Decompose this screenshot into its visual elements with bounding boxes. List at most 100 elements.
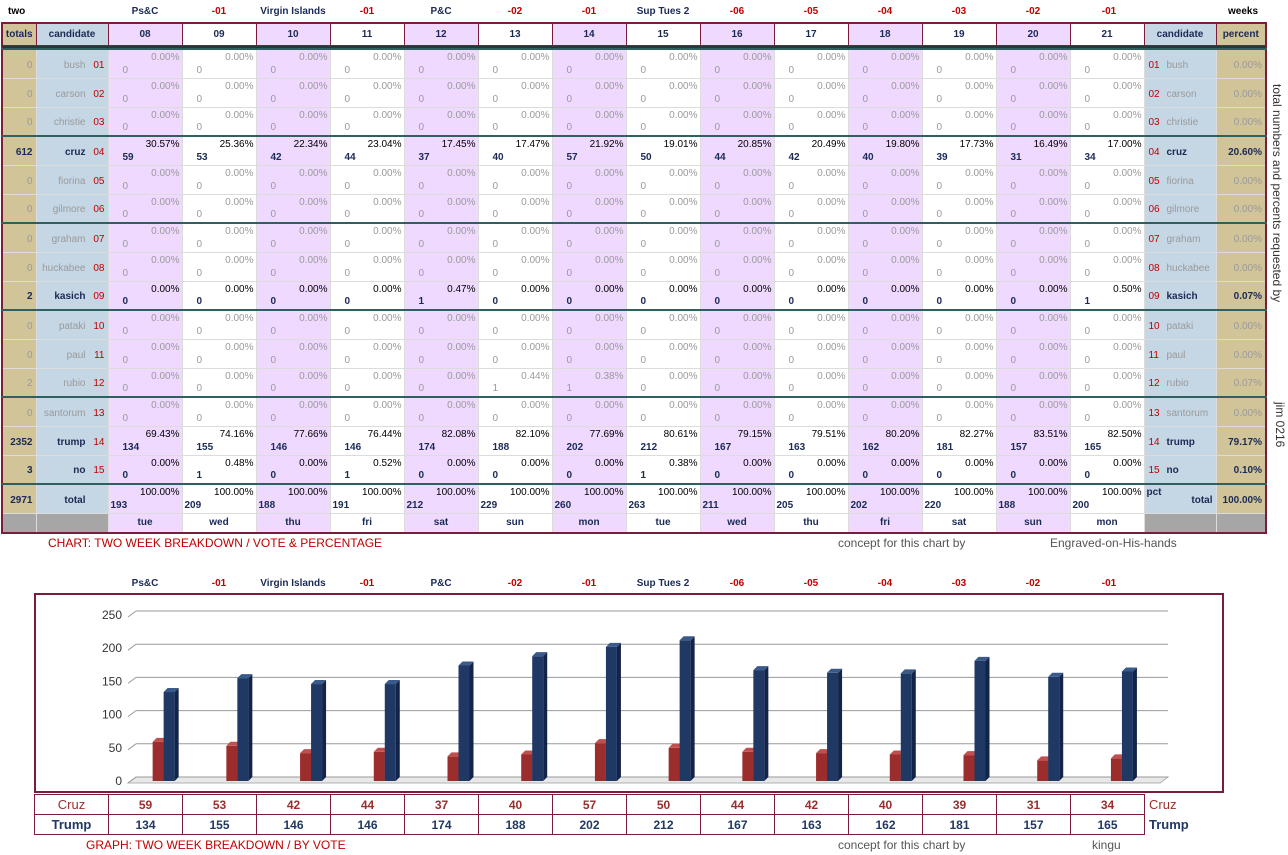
candidate-row: 0 christie 03 0.00% 0 0.00% 0 0.00% 0 0.00% 0 0.00%…: [1, 106, 1267, 137]
vote-count: 165: [1084, 441, 1102, 453]
vote-pct: 0.00%: [151, 254, 180, 266]
vote-pct: 0.00%: [299, 313, 328, 324]
vote-count: 0: [492, 412, 499, 424]
vote-pct: 0.00%: [817, 400, 846, 411]
vote-count: 0: [862, 354, 869, 366]
vote-cell: 0.00% 0: [107, 48, 183, 79]
vote-cell: 0.44% 1: [477, 367, 553, 398]
total-pct: 100.00%: [584, 487, 624, 498]
vote-count: 0: [714, 325, 721, 337]
vote-count: 0: [936, 122, 943, 133]
vote-count: 0: [936, 354, 943, 366]
vote-count: 0: [788, 209, 795, 220]
vote-pct: 0.00%: [151, 80, 180, 92]
day-label: tue: [107, 512, 183, 534]
vote-pct: 0.00%: [151, 52, 180, 63]
candidate-total: 0: [26, 175, 33, 187]
event-label: -05: [803, 6, 819, 17]
vote-count: 0: [566, 64, 573, 76]
vote-cell: 82.08% 174: [403, 425, 479, 456]
vote-cell: 0.00% 0: [181, 48, 257, 79]
vote-count: 0: [122, 296, 129, 307]
vote-count: 0: [862, 209, 869, 220]
vote-count: 0: [566, 122, 573, 133]
vote-cell: 0.00% 0: [1069, 309, 1145, 340]
candidate-percent: 0.00%: [1233, 117, 1262, 128]
event-label: -02: [1025, 6, 1041, 17]
vote-count: 0: [788, 93, 795, 105]
vote-pct: 76.44%: [367, 428, 402, 440]
candidate-name-right: trump: [1166, 436, 1195, 448]
total-pct: 100.00%: [214, 487, 254, 498]
date-header: 09: [181, 22, 257, 46]
vote-pct: 0.00%: [521, 109, 550, 121]
vote-pct: 21.92%: [589, 139, 624, 150]
vote-cell: 0.00% 0: [477, 193, 553, 224]
vote-cell: 0.00% 0: [625, 48, 701, 79]
candidate-number: 07: [93, 233, 105, 245]
vote-pct: 0.00%: [1113, 196, 1142, 208]
event-label: -01: [1101, 6, 1117, 17]
vote-count: 0: [936, 412, 943, 424]
vote-cell: 0.00% 0: [773, 48, 849, 79]
vote-cell: 0.00% 0: [921, 280, 997, 311]
candidate-number-right: 14: [1148, 436, 1160, 448]
vote-count: 0: [566, 470, 573, 481]
event-label: -01: [359, 6, 375, 17]
bar-trump: [900, 669, 916, 781]
vote-cell: 0.00% 0: [551, 396, 627, 427]
candidate-number: 13: [93, 407, 105, 419]
candidate-name: cruz: [64, 146, 86, 158]
total-count: 229: [480, 499, 498, 511]
total-count: 202: [850, 499, 868, 511]
candidate-name: carson: [55, 88, 86, 100]
vote-count: 0: [862, 238, 869, 250]
vote-count: 0: [1010, 64, 1017, 76]
vote-pct: 82.50%: [1107, 428, 1142, 440]
graph-caption: GRAPH: TWO WEEK BREAKDOWN / BY VOTE: [86, 838, 346, 852]
vote-count: 0: [270, 412, 277, 424]
vote-pct: 0.00%: [743, 52, 772, 63]
vote-count: 0: [418, 64, 425, 76]
vote-count: 0: [270, 180, 277, 192]
vote-pct: 83.51%: [1033, 428, 1068, 440]
vote-pct: 0.00%: [521, 341, 550, 353]
total-cell: 100.00% 209: [181, 483, 257, 514]
vote-cell: 0.00% 0: [995, 193, 1071, 224]
header-row: totals candidate 08 09 10 11 12 13 14 15 16 17 18 19 2…: [1, 22, 1267, 46]
vote-cell: 0.00% 0: [181, 338, 257, 369]
vote-count: 0: [788, 412, 795, 424]
event-label: P&C: [430, 578, 452, 589]
vote-pct: 80.20%: [885, 428, 920, 440]
pct-label: pct: [1146, 487, 1162, 498]
vote-count: 0: [1010, 122, 1017, 133]
day-label: sat: [403, 512, 479, 534]
total-count: 205: [776, 499, 794, 511]
vote-count: 0: [270, 93, 277, 105]
day-label: sat: [921, 512, 997, 534]
vote-pct: 0.00%: [225, 254, 254, 266]
vote-pct: 0.00%: [151, 341, 180, 353]
vote-pct: 0.00%: [373, 283, 402, 295]
vote-cell: 0.00% 0: [255, 454, 331, 485]
vote-pct: 0.00%: [817, 80, 846, 92]
grid-line-depth: [127, 776, 137, 784]
vote-pct: 0.00%: [1113, 52, 1142, 63]
vote-cell: 0.00% 0: [477, 454, 553, 485]
vote-cell: 0.00% 0: [477, 48, 553, 79]
vote-count: 0: [566, 412, 573, 424]
vote-cell: 0.00% 0: [329, 48, 405, 79]
vote-pct: 19.01%: [663, 139, 698, 150]
vote-pct: 0.00%: [1039, 196, 1068, 208]
vote-pct: 0.00%: [1039, 341, 1068, 353]
vote-cell: 0.00% 0: [921, 309, 997, 340]
vote-pct: 0.00%: [743, 400, 772, 411]
candidate-name-right: no: [1166, 465, 1179, 476]
vote-count: 202: [566, 441, 584, 453]
series-label: Cruz: [34, 794, 109, 815]
vote-pct: 82.10%: [515, 428, 550, 440]
vote-count: 0: [196, 412, 203, 424]
vote-cell: 0.00% 0: [625, 338, 701, 369]
vote-pct: 0.00%: [669, 341, 698, 353]
vote-cell: 0.00% 0: [329, 106, 405, 137]
